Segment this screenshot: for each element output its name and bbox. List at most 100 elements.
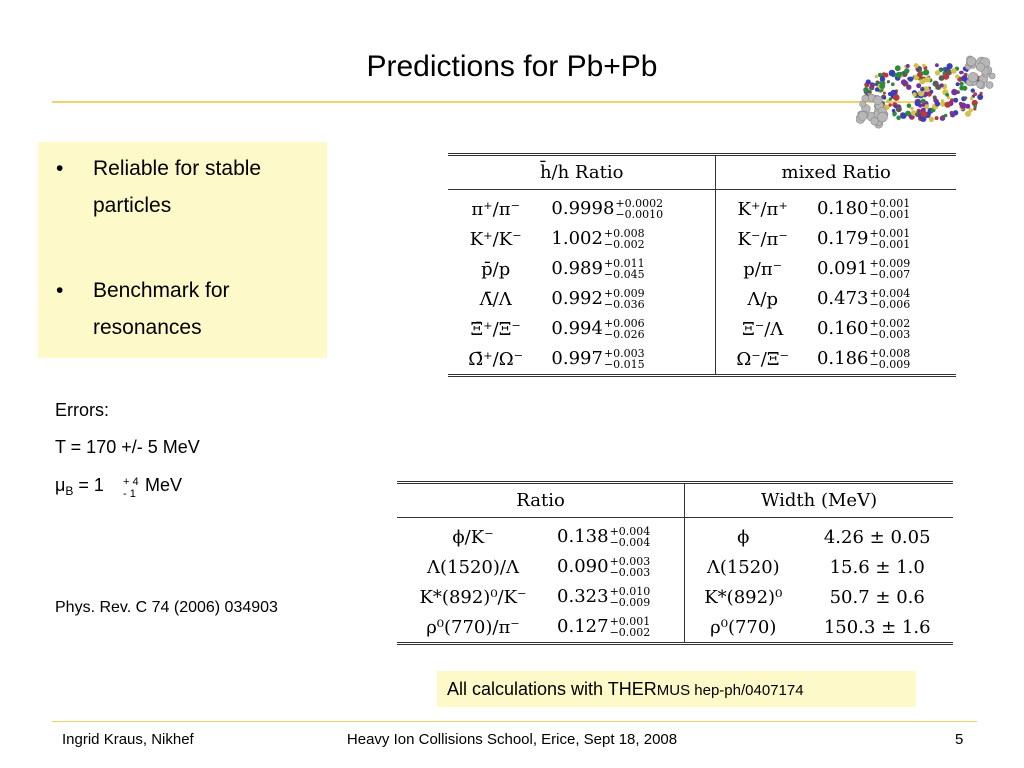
nucleon	[900, 79, 907, 86]
central-value: 0.989	[551, 258, 603, 279]
ratio-value: 1.002 +0.008 −0.002	[543, 224, 716, 254]
central-value: 1.002	[551, 228, 603, 249]
nucleon	[950, 112, 956, 118]
mixed-ratio-value: 0.160 +0.002 −0.003	[809, 314, 956, 344]
nucleon	[955, 82, 960, 87]
nucleon	[971, 99, 978, 107]
lower-error: −0.003	[869, 328, 911, 341]
errors-heading: Errors:	[55, 400, 109, 420]
asymmetric-error: +0.011 −0.045	[604, 258, 645, 280]
spectator-nucleon	[976, 80, 985, 89]
nucleon	[892, 113, 896, 117]
lower-error: −0.007	[869, 268, 911, 281]
footer-event: Heavy Ion Collisions School, Erice, Sept…	[346, 731, 678, 748]
nucleon	[893, 94, 900, 101]
central-value: 0.323	[557, 586, 609, 607]
upper-error: +0.004	[609, 525, 651, 538]
nucleon	[906, 103, 912, 108]
resonance-ratio-value: 0.127 +0.001 −0.002	[549, 612, 685, 644]
mixed-ratio-value: 0.186 +0.008 −0.009	[809, 344, 956, 376]
title-divider	[52, 101, 922, 103]
bullet-dot: •	[56, 157, 64, 180]
table-row: Ω̄⁺/Ω⁻ 0.997 +0.003 −0.015 Ω⁻/Ξ⁻ 0.186 +0.008−…	[448, 344, 956, 376]
ratio-name: K⁺/K⁻	[469, 228, 522, 250]
nucleon	[863, 87, 869, 93]
lower-error: −0.002	[609, 626, 651, 639]
footer-divider	[52, 721, 977, 722]
nucleon	[973, 104, 977, 109]
asymmetric-error: +0.010 −0.009	[610, 586, 651, 608]
upper-error: +0.004	[869, 287, 911, 300]
nucleon	[939, 83, 944, 88]
bullet-text-stable: Reliable for stable particles	[93, 157, 262, 217]
nucleon	[905, 64, 910, 68]
upper-error: +0.009	[603, 287, 645, 300]
nucleon	[917, 72, 922, 77]
nucleon	[932, 80, 939, 87]
nucleon	[896, 115, 901, 121]
nucleon	[914, 100, 921, 107]
nucleon	[919, 77, 926, 85]
mixed-ratio-name: K⁻/π⁻	[715, 224, 809, 254]
table-row: Λ̄/Λ 0.992 +0.009 −0.036 Λ/p 0.473 +0.004 −0.00…	[448, 284, 956, 314]
nucleon	[934, 101, 941, 107]
ratio-name: Ξ̄⁺/Ξ⁻	[470, 318, 521, 340]
ratio-value: 0.9998 +0.0002 −0.0010	[543, 190, 716, 225]
nucleon	[920, 98, 926, 104]
central-value: 0.160	[816, 318, 869, 339]
mixed-ratio-value: 0.091 +0.009 −0.007	[809, 254, 956, 284]
lower-error: −0.0010	[615, 208, 664, 221]
nucleon	[888, 69, 896, 77]
mu-error: μB = 1 + 4 - 1 MeV	[55, 475, 255, 505]
nucleon	[886, 80, 890, 84]
bullet-box: • Reliable for stable particles • Benchm…	[38, 142, 327, 358]
nucleon	[920, 110, 928, 118]
nucleon	[923, 86, 930, 93]
nucleon	[888, 97, 893, 101]
nucleon	[910, 110, 917, 116]
ratio-name: p̄/p	[481, 258, 511, 280]
lower-error: −0.003	[609, 566, 651, 579]
table-row: Λ(1520)/Λ 0.090 +0.003 −0.003 Λ(1520) 15.6 ± …	[397, 552, 953, 582]
header-antiparticle-ratio: h̄/h Ratio	[448, 154, 716, 190]
reference: Phys. Rev. C 74 (2006) 034903	[55, 599, 278, 616]
nucleon	[882, 91, 886, 95]
asymmetric-error: +0.001 −0.001	[870, 228, 911, 250]
mu-minus-error: - 1	[123, 488, 136, 500]
table-row: ρ⁰(770)/π⁻ 0.127 +0.001 −0.002 ρ⁰(770) 150.3 …	[397, 612, 953, 644]
nucleon	[961, 75, 968, 82]
resonance-ratio-value: 0.090 +0.003 −0.003	[549, 552, 685, 582]
nucleon	[970, 88, 975, 93]
lower-error: −0.045	[603, 268, 645, 281]
note-small: MUS	[656, 682, 691, 699]
resonance-ratio-value: 0.323 +0.010 −0.009	[549, 582, 685, 612]
nucleon	[973, 107, 977, 111]
central-value: 0.138	[557, 526, 609, 547]
nucleon	[870, 82, 875, 87]
nucleon	[934, 70, 941, 76]
resonance-width: 150.3 ± 1.6	[823, 616, 931, 638]
nucleon	[875, 80, 880, 85]
nucleon	[874, 74, 878, 79]
nucleon	[895, 71, 902, 78]
nucleon	[959, 81, 964, 86]
nucleon	[934, 116, 939, 121]
table-row: p̄/p 0.989 +0.011 −0.045 p/π⁻ 0.091 +0.009 −0.0…	[448, 254, 956, 284]
ratio-name: π⁺/π⁻	[471, 198, 521, 220]
nucleon	[918, 90, 925, 97]
nucleon	[973, 92, 978, 97]
resonance-particle: ϕ	[684, 517, 802, 552]
nucleon	[940, 101, 946, 107]
nucleon	[900, 112, 907, 119]
upper-error: +0.002	[869, 317, 911, 330]
spectator-nucleon	[988, 72, 996, 80]
lower-error: −0.026	[603, 328, 645, 341]
nucleon	[935, 63, 939, 68]
mu-equals: = 1	[73, 475, 104, 495]
spectator-nucleon	[985, 81, 994, 89]
calculation-note: All calculations with THERMUS hep-ph/040…	[437, 671, 916, 707]
nucleon	[944, 101, 951, 108]
nucleon	[919, 75, 923, 80]
nucleon	[949, 100, 953, 104]
upper-error: +0.009	[869, 257, 911, 270]
